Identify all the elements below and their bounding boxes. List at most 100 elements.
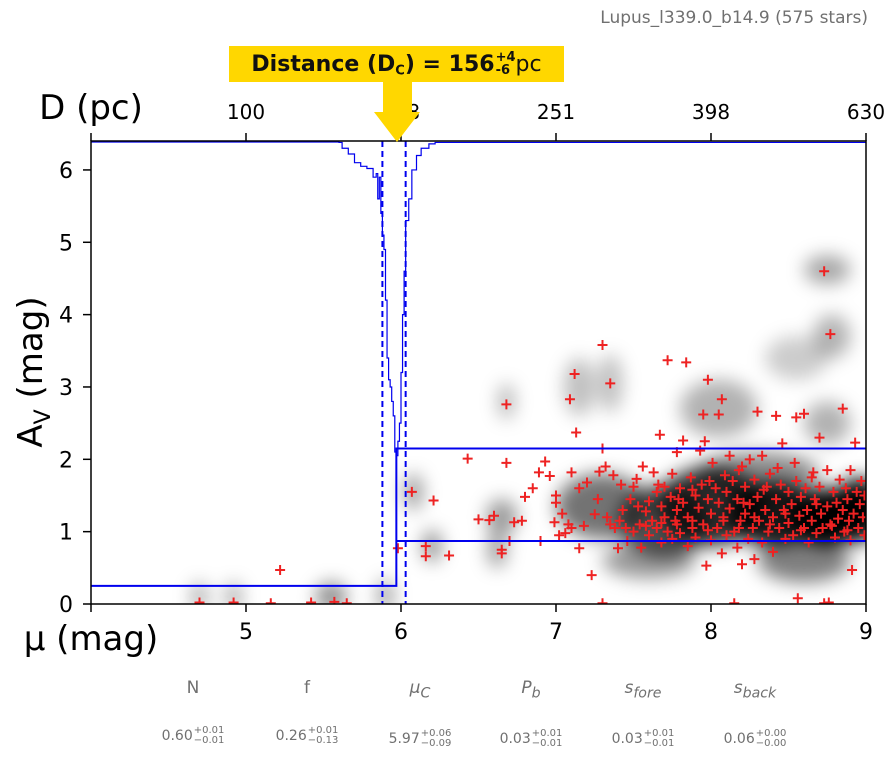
star-marker: [780, 533, 791, 544]
star-marker: [644, 530, 654, 541]
star-marker: [719, 470, 730, 481]
star-marker: [847, 564, 858, 575]
star-marker: [687, 515, 698, 526]
star-marker: [857, 512, 866, 523]
star-marker: [540, 456, 551, 467]
star-marker: [837, 504, 848, 515]
star-marker: [780, 508, 791, 519]
star-marker: [848, 508, 859, 519]
star-marker: [609, 523, 620, 534]
star-marker: [791, 476, 802, 487]
star-marker: [662, 526, 673, 537]
star-marker: [516, 515, 527, 526]
star-marker: [823, 597, 834, 604]
y-tick-label: 6: [59, 159, 73, 184]
star-marker: [721, 530, 732, 541]
star-marker: [702, 525, 713, 536]
star-marker: [695, 445, 706, 456]
star-marker: [634, 519, 645, 530]
star-marker: [557, 508, 568, 519]
star-marker: [702, 374, 713, 385]
star-marker: [613, 543, 623, 554]
star-marker: [571, 427, 582, 438]
star-marker: [633, 501, 644, 512]
axes-layer: 567890123456100158251398630μ (mag)D (pc)…: [11, 88, 885, 659]
star-marker: [840, 483, 851, 494]
star-marker: [716, 548, 727, 559]
y-tick-label: 5: [59, 231, 73, 256]
star-marker: [783, 517, 794, 528]
star-marker: [721, 486, 732, 497]
star-marker: [826, 520, 837, 531]
callout-sub: -6: [495, 63, 511, 78]
star-marker: [749, 474, 760, 485]
star-marker: [724, 503, 735, 514]
y-tick-label: 3: [59, 376, 73, 401]
star-marker: [716, 394, 727, 405]
star-marker: [690, 490, 701, 501]
parameter-value: 0.03 +0.01 −0.01: [611, 728, 675, 750]
density-blob: [804, 401, 851, 445]
star-marker: [833, 513, 844, 524]
star-marker: [845, 465, 856, 476]
star-marker: [651, 523, 662, 534]
star-marker: [831, 497, 842, 508]
star-marker: [671, 504, 682, 515]
top-tick-label: 398: [692, 100, 730, 124]
parameter-value: 0.26 +0.01 −0.13: [275, 725, 339, 746]
star-marker: [578, 520, 589, 531]
top-tick-label: 630: [847, 100, 885, 124]
star-marker: [704, 476, 715, 487]
star-marker: [675, 528, 685, 539]
star-marker: [819, 266, 830, 277]
star-marker: [600, 461, 611, 472]
top-tick-label: 251: [537, 100, 575, 124]
star-marker: [737, 559, 747, 570]
star-marker: [808, 467, 819, 478]
model-layer: [91, 141, 866, 604]
star-marker: [574, 543, 585, 554]
star-marker: [789, 457, 800, 468]
star-marker: [713, 409, 724, 420]
density-blob: [602, 542, 696, 579]
star-marker: [733, 523, 744, 534]
star-marker: [842, 525, 853, 536]
star-marker: [620, 523, 631, 534]
star-marker: [484, 515, 495, 526]
star-marker: [799, 408, 809, 419]
star-marker: [662, 355, 673, 366]
star-marker: [842, 494, 853, 505]
star-marker: [707, 457, 718, 468]
y-tick-label: 1: [59, 521, 73, 546]
density-blob: [191, 582, 208, 604]
star-marker: [640, 506, 651, 517]
star-marker: [566, 467, 577, 478]
star-marker: [795, 491, 806, 502]
star-marker: [509, 517, 520, 528]
star-marker: [735, 515, 746, 526]
star-marker: [640, 520, 651, 531]
star-marker: [527, 483, 538, 494]
star-marker: [837, 403, 848, 414]
star-marker: [569, 368, 580, 379]
star-marker: [687, 484, 698, 495]
parameter-table: N 0.60 +0.01 −0.01 f 0.26 +0.01 −0.13 μC 5.97 +0.0…: [140, 678, 820, 750]
star-marker: [825, 329, 836, 340]
x-tick-label: 5: [239, 620, 253, 645]
star-marker: [428, 495, 439, 506]
star-marker: [544, 470, 555, 481]
star-marker: [653, 479, 664, 490]
star-marker: [744, 454, 755, 465]
star-marker: [816, 508, 827, 519]
star-marker: [681, 357, 692, 368]
star-marker: [671, 519, 682, 530]
star-marker: [710, 483, 721, 494]
star-marker: [628, 526, 639, 537]
star-marker: [602, 512, 613, 523]
star-marker: [554, 530, 565, 541]
star-marker: [406, 486, 417, 497]
star-marker: [651, 486, 662, 497]
x-tick-label: 7: [549, 620, 563, 645]
star-marker: [614, 515, 625, 526]
parameter-value: 0.60 +0.01 −0.01: [161, 725, 225, 746]
